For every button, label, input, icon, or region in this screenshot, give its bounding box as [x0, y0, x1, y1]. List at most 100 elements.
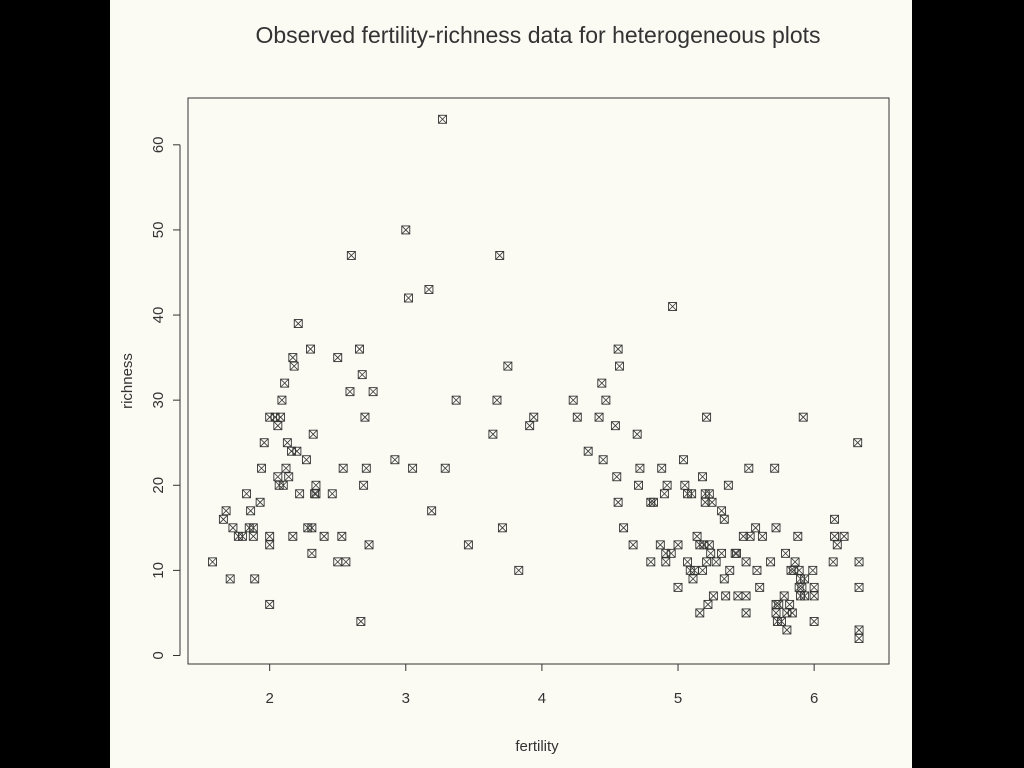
data-point — [345, 387, 355, 397]
data-point — [289, 361, 299, 371]
data-point — [583, 446, 593, 456]
data-point — [781, 548, 791, 558]
x-tick-label: 4 — [538, 690, 546, 707]
data-point — [798, 412, 808, 422]
data-point — [265, 540, 275, 550]
data-point — [221, 506, 231, 516]
data-point — [338, 463, 348, 473]
data-point — [661, 557, 671, 567]
y-axis-label: richness — [119, 353, 136, 409]
data-point — [698, 472, 707, 482]
data-point — [797, 582, 807, 592]
data-point — [333, 353, 343, 363]
data-point — [655, 540, 665, 550]
data-point — [777, 616, 786, 626]
data-point — [854, 634, 864, 643]
data-point — [424, 285, 434, 294]
data-point — [782, 625, 792, 635]
data-point — [741, 608, 751, 618]
data-point — [346, 251, 356, 260]
data-point — [273, 472, 283, 482]
data-point — [721, 591, 731, 601]
data-point — [463, 540, 473, 550]
data-point — [793, 531, 803, 541]
data-point — [246, 506, 256, 516]
data-point — [225, 574, 235, 584]
data-point — [766, 557, 776, 567]
data-point — [745, 531, 755, 541]
data-point — [503, 361, 513, 371]
x-tick-label: 5 — [674, 690, 682, 707]
y-tick-label: 50 — [150, 222, 167, 239]
data-point — [288, 531, 298, 541]
data-point — [707, 497, 717, 507]
data-point — [333, 557, 343, 567]
data-point — [659, 489, 669, 499]
data-point — [628, 540, 638, 550]
data-point — [277, 395, 287, 405]
data-point — [649, 497, 658, 507]
data-point — [708, 591, 718, 601]
data-point — [646, 557, 656, 567]
data-point — [704, 489, 714, 499]
data-point — [741, 557, 751, 567]
data-point — [755, 582, 765, 592]
data-point — [688, 574, 698, 584]
data-point — [612, 472, 622, 482]
data-point — [255, 497, 265, 507]
data-point — [800, 591, 810, 601]
data-point — [717, 548, 727, 558]
data-point — [683, 557, 692, 567]
data-point — [308, 429, 318, 439]
data-point — [679, 455, 688, 465]
data-point — [673, 582, 683, 592]
data-point — [597, 378, 607, 388]
data-point — [610, 421, 620, 431]
data-point — [288, 353, 298, 363]
data-point — [273, 421, 283, 431]
data-point — [634, 480, 643, 490]
data-point — [529, 412, 539, 422]
data-point — [717, 506, 727, 516]
y-tick-label: 60 — [150, 136, 167, 153]
data-point — [237, 531, 247, 541]
data-point — [702, 557, 712, 567]
data-point — [337, 531, 347, 541]
data-point — [218, 514, 228, 524]
data-point — [809, 616, 819, 626]
data-point — [514, 565, 524, 575]
data-point — [785, 599, 795, 609]
data-point — [808, 565, 818, 575]
scatter-plot: Observed fertility-richness data for het… — [119, 22, 890, 755]
data-point — [632, 429, 642, 439]
data-point — [828, 557, 838, 567]
data-point — [771, 523, 781, 533]
data-point — [355, 344, 364, 354]
data-point — [619, 523, 629, 533]
data-point — [757, 531, 767, 541]
data-point — [662, 480, 672, 490]
data-point — [572, 412, 582, 422]
data-point — [311, 480, 321, 490]
data-point — [276, 412, 286, 422]
data-point — [364, 540, 374, 550]
data-point — [719, 574, 729, 584]
data-point — [319, 531, 329, 541]
data-point — [359, 480, 369, 490]
data-point — [752, 565, 762, 575]
data-point — [257, 463, 266, 473]
data-point — [601, 395, 611, 405]
data-point — [284, 472, 294, 482]
data-point — [306, 344, 315, 354]
data-point — [723, 480, 733, 490]
data-point — [704, 540, 714, 550]
chart-figure: Observed fertility-richness data for het… — [110, 0, 912, 768]
data-point — [242, 489, 251, 499]
data-point — [703, 599, 713, 609]
data-point — [790, 557, 800, 567]
data-point — [770, 463, 780, 473]
data-point — [779, 591, 789, 601]
data-point — [657, 463, 667, 473]
data-point — [673, 540, 683, 550]
data-point — [830, 531, 840, 541]
